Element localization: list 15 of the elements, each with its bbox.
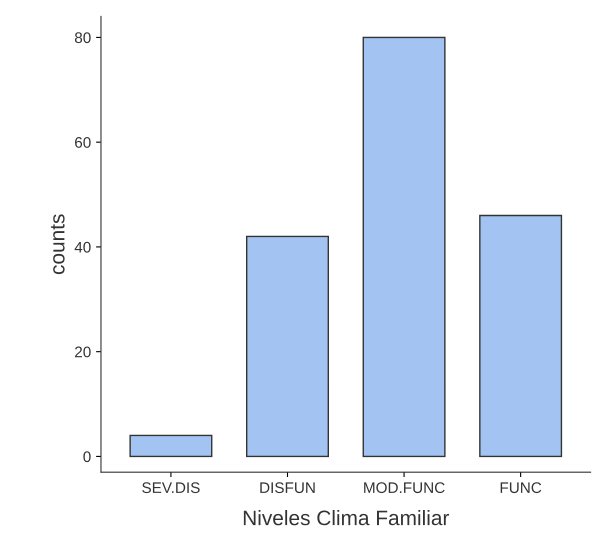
x-axis-title: Niveles Clima Familiar (244, 510, 450, 526)
bar (246, 236, 329, 458)
bar (362, 36, 446, 458)
x-tick-label: FUNC (500, 482, 542, 494)
bar (479, 214, 562, 458)
bar (129, 434, 212, 458)
x-tick-label: SEV.DIS (142, 482, 200, 494)
y-tick-label: 40 (74, 242, 91, 253)
x-tick-label: DISFUN (260, 482, 315, 494)
y-tick-label: 0 (83, 451, 91, 462)
y-tick-label: 20 (75, 346, 91, 358)
y-axis-title: counts (50, 214, 65, 274)
x-tick-label: MOD.FUNC (364, 482, 445, 494)
y-tick-label: 60 (75, 137, 91, 148)
y-tick-label: 80 (74, 32, 91, 44)
